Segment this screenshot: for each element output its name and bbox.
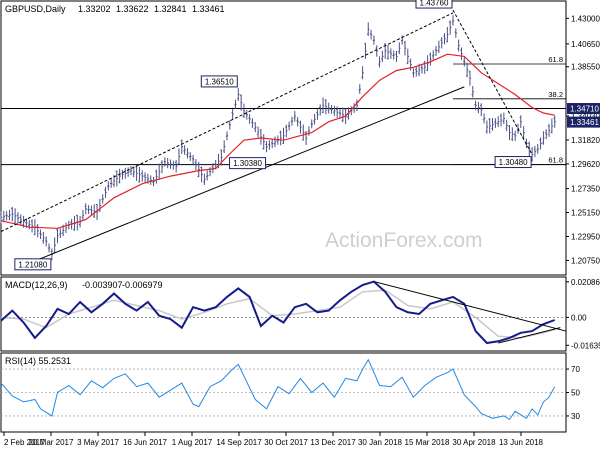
x-tick-label: 15 Mar 2018 <box>405 438 450 447</box>
x-tick-label: 16 Jun 2017 <box>123 438 168 447</box>
price-ytick-label: 1.31820 <box>571 136 600 145</box>
x-tick-label: 30 Apr 2018 <box>452 438 496 447</box>
price-ytick-label: 1.40650 <box>571 40 600 49</box>
price-badge <box>567 116 600 128</box>
price-label-text: 1.30480 <box>499 158 528 167</box>
price-ytick-label: 1.22950 <box>571 232 600 241</box>
price-ytick-label: 1.27350 <box>571 185 600 194</box>
macd-trendline <box>373 281 567 332</box>
macd-signal-value: -0.006979 <box>122 280 163 290</box>
fibonacci-label: 38.2 <box>548 90 563 99</box>
price-ytick-label: 1.34030 <box>571 112 600 121</box>
x-tick-label: 1 Aug 2017 <box>172 438 213 447</box>
macd-title: MACD(12,26,9) <box>5 280 68 290</box>
upper-channel-line <box>0 12 454 233</box>
price-ytick-label: 1.25150 <box>571 209 600 218</box>
high-value: 1.33622 <box>116 4 149 14</box>
macd-ytick-label: 0.00 <box>571 313 587 322</box>
low-value: 1.32841 <box>154 4 187 14</box>
price-chart-title: GBPUSD,Daily <box>5 4 66 14</box>
macd-ytick-label: -0.016357 <box>571 341 600 350</box>
price-label-text: 1.21080 <box>18 260 47 269</box>
price-label-text: 1.43760 <box>420 0 449 8</box>
macd-ytick-label: 0.020861 <box>571 278 600 287</box>
x-tick-label: 13 Dec 2017 <box>310 438 356 447</box>
fibonacci-label: 61.8 <box>548 55 563 64</box>
retracement-line <box>452 9 533 155</box>
rsi-ytick-label: 50 <box>571 389 580 398</box>
close-value: 1.33461 <box>192 4 225 14</box>
macd-panel: 0.020861 0.00 -0.016357 <box>0 278 600 350</box>
x-tick-label: 2 Feb 2017 <box>4 438 45 447</box>
price-ytick-label: 1.20750 <box>571 256 600 265</box>
price-ytick-label: 1.29620 <box>571 160 600 169</box>
macd-trendline <box>498 327 561 344</box>
macd-main-line <box>0 280 556 345</box>
rsi-line <box>0 358 556 421</box>
price-label-text: 1.36510 <box>205 77 234 86</box>
x-tick-label: 14 Sep 2017 <box>216 438 262 447</box>
x-tick-label: 30 Oct 2017 <box>264 438 308 447</box>
rsi-panel: 70 50 30 <box>0 358 580 421</box>
rsi-ytick-label: 30 <box>571 412 580 421</box>
price-label-box <box>200 75 238 88</box>
price-ytick-label: 1.43000 <box>571 14 600 23</box>
price-badge-label: 1.33461 <box>570 118 599 127</box>
price-ytick-label: 1.38550 <box>571 63 600 72</box>
rsi-title: RSI(14) 55.2531 <box>5 356 71 366</box>
moving-average-line <box>0 53 555 229</box>
price-label-box <box>14 258 52 271</box>
macd-main-value: -0.003907 <box>82 280 123 290</box>
x-tick-label: 13 Jun 2018 <box>499 438 544 447</box>
price-label-box <box>415 0 453 9</box>
price-label-box <box>229 157 267 170</box>
price-panel: 1.43000 1.40650 1.38550 1.34030 1.31820 1.296… <box>0 0 600 271</box>
lower-channel-line <box>34 86 465 262</box>
x-tick-label: 20 Mar 2017 <box>29 438 74 447</box>
price-badge-label: 1.34710 <box>570 105 599 114</box>
open-value: 1.33202 <box>78 4 111 14</box>
macd-signal-line <box>0 289 555 339</box>
ohlc-readout: 1.33202 1.33622 1.32841 1.33461 <box>78 4 225 14</box>
rsi-ytick-label: 70 <box>571 365 580 374</box>
x-tick-label: 30 Jan 2018 <box>358 438 403 447</box>
macd-panel-frame <box>0 276 567 352</box>
price-panel-frame <box>0 0 567 276</box>
x-tick-label: 3 May 2017 <box>77 438 119 447</box>
price-label-box <box>494 156 532 169</box>
watermark-text: ActionForex.com <box>325 229 483 252</box>
fibonacci-label: 61.8 <box>548 156 563 165</box>
price-label-text: 1.30380 <box>233 159 262 168</box>
price-badge <box>567 103 600 115</box>
